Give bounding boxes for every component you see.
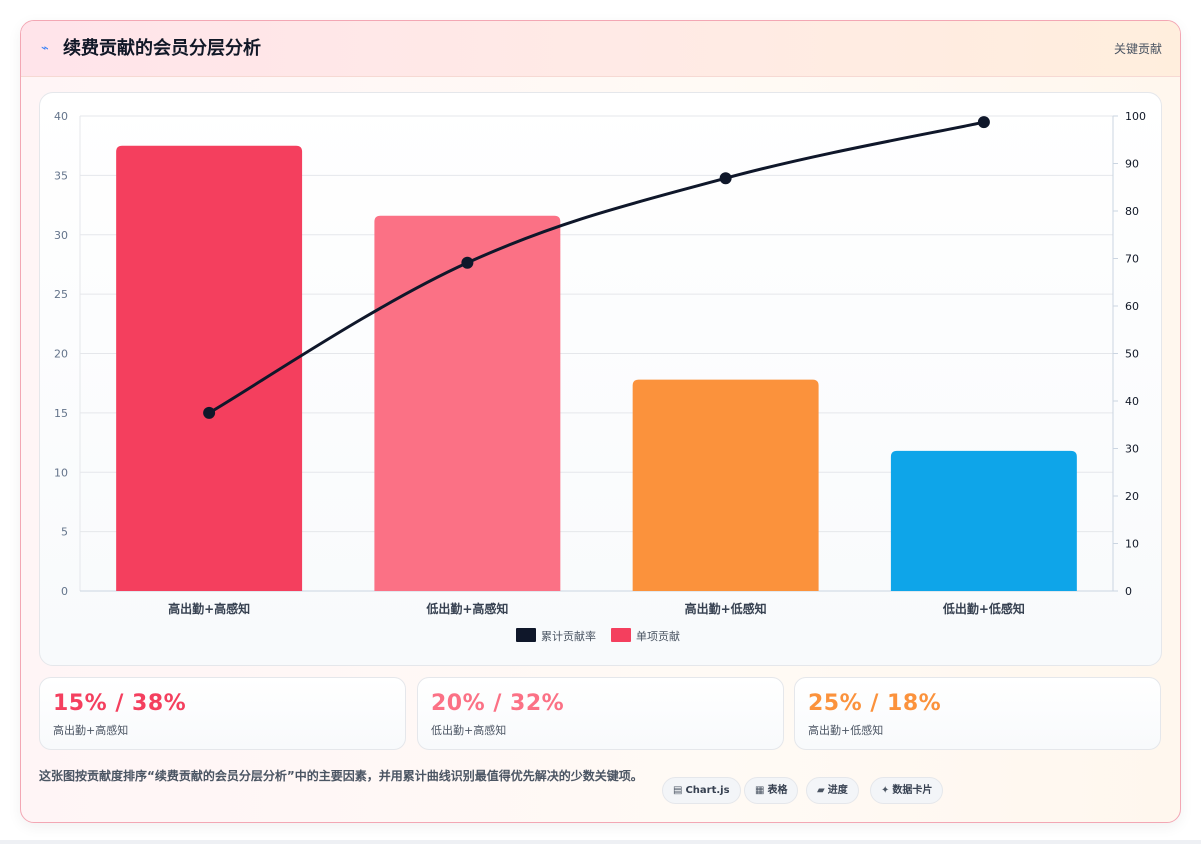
progress-icon: ▰ xyxy=(817,785,825,796)
stat-label: 高出勤+低感知 xyxy=(808,724,884,737)
table-icon: ▦ xyxy=(755,785,765,796)
legend-swatch xyxy=(611,628,631,642)
y-left-tick-label: 15 xyxy=(54,407,68,420)
stat-label: 高出勤+高感知 xyxy=(53,724,129,737)
y-right-tick-label: 20 xyxy=(1125,490,1139,503)
x-tick-label: 高出勤+高感知 xyxy=(168,601,250,616)
card-header: ⌁ 续费贡献的会员分层分析 关键贡献 xyxy=(21,21,1180,77)
chart-icon: ▤ xyxy=(673,785,683,796)
footer-description: 这张图按贡献度排序“续费贡献的会员分层分析”中的主要因素，并用累计曲线识别最值得… xyxy=(39,769,643,783)
stat-value: 25% / 18% xyxy=(808,691,942,716)
chip-label: 表格 xyxy=(767,785,788,796)
page-bottom-rule xyxy=(0,840,1201,844)
chip-chartjs[interactable]: ▤ Chart.js xyxy=(662,777,741,804)
cumulative-point xyxy=(719,172,732,185)
cumulative-point xyxy=(977,116,990,129)
stat-card: 15% / 38% 高出勤+高感知 xyxy=(39,677,406,750)
y-left-tick-label: 10 xyxy=(54,466,68,479)
chip-progress[interactable]: ▰ 进度 xyxy=(806,777,859,804)
chip-label: Chart.js xyxy=(685,785,730,796)
pareto-chart: 0 5 10 15 20 25 30 35 40 0 10 20 30 40 50 60 70 80 90 100 高出… xyxy=(54,110,1146,643)
legend-label: 累计贡献率 xyxy=(541,629,596,643)
stat-label: 低出勤+高感知 xyxy=(431,724,507,737)
x-tick-label: 高出勤+低感知 xyxy=(685,601,767,616)
y-left-tick-label: 40 xyxy=(54,110,68,123)
y-left-tick-label: 5 xyxy=(61,526,68,539)
cumulative-point xyxy=(203,406,216,419)
pareto-card: ⌁ 续费贡献的会员分层分析 关键贡献 0 5 10 15 20 25 30 35 40 0 10 20… xyxy=(20,20,1181,823)
header-tag: 关键贡献 xyxy=(1113,42,1162,56)
y-right-tick-label: 50 xyxy=(1125,348,1139,361)
lightning-icon: ⌁ xyxy=(41,41,49,56)
chart-panel: 0 5 10 15 20 25 30 35 40 0 10 20 30 40 50 60 70 80 90 100 高出… xyxy=(39,92,1162,666)
stat-card: 20% / 32% 低出勤+高感知 xyxy=(417,677,784,750)
y-right-tick-label: 60 xyxy=(1125,300,1139,313)
y-right-tick-label: 70 xyxy=(1125,253,1139,266)
sparkle-icon: ✦ xyxy=(881,785,890,796)
y-left-tick-label: 30 xyxy=(54,229,68,242)
y-left-tick-label: 0 xyxy=(61,585,68,598)
legend-label: 单项贡献 xyxy=(636,629,680,643)
y-right-tick-label: 90 xyxy=(1125,158,1139,171)
x-tick-label: 低出勤+低感知 xyxy=(942,601,1025,616)
cumulative-point xyxy=(461,256,474,269)
bar xyxy=(116,145,303,591)
y-right-tick-label: 0 xyxy=(1125,585,1132,598)
chip-label: 进度 xyxy=(827,785,848,796)
legend-swatch xyxy=(516,628,536,642)
y-right-tick-label: 10 xyxy=(1125,538,1139,551)
chip-label: 数据卡片 xyxy=(892,785,933,796)
stat-value: 15% / 38% xyxy=(53,691,187,716)
stat-card: 25% / 18% 高出勤+低感知 xyxy=(794,677,1161,750)
y-right-tick-label: 40 xyxy=(1125,395,1139,408)
bar xyxy=(374,215,561,591)
chip-data-cards[interactable]: ✦ 数据卡片 xyxy=(870,777,944,804)
chip-table[interactable]: ▦ 表格 xyxy=(744,777,799,804)
y-right-tick-label: 100 xyxy=(1125,110,1146,123)
bar xyxy=(890,450,1077,591)
y-left-tick-label: 20 xyxy=(54,348,68,361)
cumulative-line xyxy=(208,120,985,415)
y-left-tick-label: 25 xyxy=(54,288,68,301)
page-title: 续费贡献的会员分层分析 xyxy=(63,38,261,59)
y-right-tick-label: 30 xyxy=(1125,443,1139,456)
stat-value: 20% / 32% xyxy=(431,691,565,716)
bar xyxy=(632,379,819,591)
x-tick-label: 低出勤+高感知 xyxy=(425,601,508,616)
y-left-tick-label: 35 xyxy=(54,169,68,182)
y-right-tick-label: 80 xyxy=(1125,205,1139,218)
